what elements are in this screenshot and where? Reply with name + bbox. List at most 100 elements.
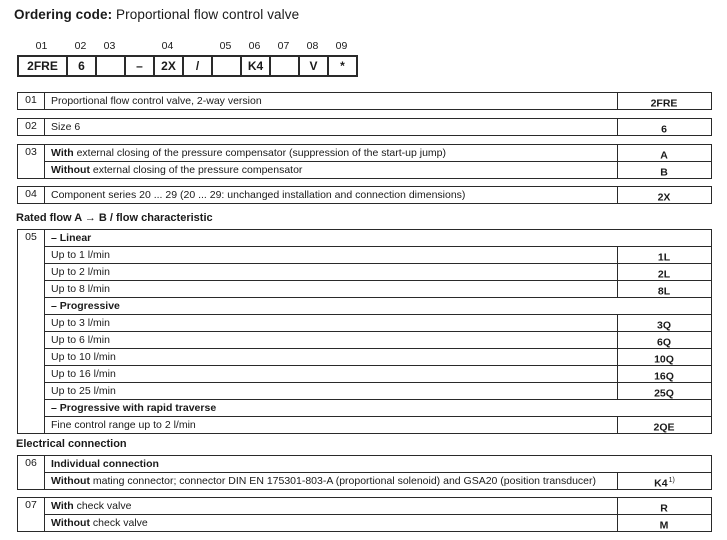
code-cell-03 (95, 57, 124, 75)
option-description-text: Up to 3 l/min (51, 317, 110, 329)
option-description: Up to 6 l/min (45, 332, 617, 348)
order-position-01: 01 Proportional flow control valve, 2-wa… (17, 92, 712, 110)
position-number: 04 (18, 187, 45, 203)
option-code: 6 (617, 119, 711, 136)
option-description: Size 6 (45, 119, 617, 135)
code-cell-2fre: 2FRE (27, 59, 58, 73)
option-group-header: – Progressive with rapid traverse (45, 400, 711, 416)
option-row: Proportional flow control valve, 2-way v… (45, 93, 711, 110)
option-group-header: – Linear (45, 230, 711, 246)
page-title-text: Proportional flow control valve (112, 7, 300, 22)
option-row: With check valve R (45, 498, 711, 515)
option-code: 10Q (617, 349, 711, 366)
option-row: Up to 2 l/min 2L (45, 263, 711, 281)
order-position-05: 05 – Linear Up to 1 l/min 1L Up to 2 l/m… (17, 229, 712, 434)
option-code: 3Q (617, 315, 711, 332)
order-position-02: 02 Size 6 6 (17, 118, 712, 136)
option-code: 8L (617, 281, 711, 298)
option-row: Without external closing of the pressure… (45, 161, 711, 179)
option-group-header: Individual connection (45, 456, 711, 472)
option-row: Component series 20 ... 29 (20 ... 29: u… (45, 187, 711, 204)
option-code: R (617, 498, 711, 515)
code-cell-6: 6 (66, 57, 95, 75)
option-description-bold: With (51, 500, 74, 512)
option-description-text: check valve (89, 517, 148, 529)
option-description-text: Fine control range up to 2 l/min (51, 419, 196, 431)
option-row: Up to 10 l/min 10Q (45, 348, 711, 366)
option-description: Up to 16 l/min (45, 366, 617, 382)
option-row: Without check valve M (45, 514, 711, 532)
option-row: Up to 16 l/min 16Q (45, 365, 711, 383)
footnote-marker: 1) (668, 477, 675, 484)
option-description-bold: Without (51, 164, 90, 176)
option-description-text: Component series 20 ... 29 (20 ... 29: u… (51, 189, 466, 201)
option-group-header-row: Individual connection (45, 456, 711, 472)
option-row: With external closing of the pressure co… (45, 145, 711, 162)
option-code: 1L (617, 247, 711, 264)
order-position-03: 03 With external closing of the pressure… (17, 144, 712, 179)
position-number: 06 (18, 456, 45, 489)
option-description-text: Proportional flow control valve, 2-way v… (51, 95, 262, 107)
option-description-bold: Without (51, 475, 90, 487)
order-position-06: 06 Individual connection Without mating … (17, 455, 712, 490)
code-cell-slash: / (182, 57, 211, 75)
option-code: 2QE (617, 417, 711, 434)
option-code: 6Q (617, 332, 711, 349)
option-description: Without check valve (45, 515, 617, 531)
option-description: Proportional flow control valve, 2-way v… (45, 93, 617, 109)
option-description: Up to 8 l/min (45, 281, 617, 297)
position-label-01: 01 (35, 40, 48, 52)
option-description-bold: – Progressive (51, 300, 120, 312)
position-number: 07 (18, 498, 45, 531)
option-code: M (617, 515, 711, 532)
section-heading-rated-flow: Rated flow A → B / flow characteristic (16, 212, 213, 224)
section-heading-electrical-connection: Electrical connection (16, 438, 127, 450)
code-strip: 2FRE 6 – 2X / K4 V * (17, 55, 358, 77)
option-description-text: Up to 1 l/min (51, 249, 110, 261)
code-cell-05 (211, 57, 240, 75)
option-row: Up to 6 l/min 6Q (45, 331, 711, 349)
option-description: With check valve (45, 498, 617, 514)
option-description-text: external closing of the pressure compens… (89, 164, 303, 176)
option-row: Up to 25 l/min 25Q (45, 382, 711, 400)
position-label-08: 08 (306, 40, 319, 52)
option-row: Size 6 6 (45, 119, 711, 136)
position-number: 01 (18, 93, 45, 109)
order-position-04: 04 Component series 20 ... 29 (20 ... 29… (17, 186, 712, 204)
code-cell-07 (269, 57, 298, 75)
option-description-text: external closing of the pressure compens… (73, 147, 447, 159)
option-description-bold: Individual connection (51, 458, 159, 470)
option-description: With external closing of the pressure co… (45, 145, 617, 161)
position-number: 03 (18, 145, 45, 178)
option-description-text: Up to 2 l/min (51, 266, 110, 278)
code-cell-dash: – (124, 57, 153, 75)
order-position-07: 07 With check valve R Without check valv… (17, 497, 712, 532)
option-row: Up to 3 l/min 3Q (45, 314, 711, 332)
option-description: Up to 1 l/min (45, 247, 617, 263)
option-row: Up to 1 l/min 1L (45, 246, 711, 264)
option-description-text: mating connector; connector DIN EN 17530… (89, 475, 597, 487)
position-label-03: 03 (103, 40, 116, 52)
position-number: 02 (18, 119, 45, 135)
page-title-label: Ordering code: (14, 7, 113, 22)
position-label-06: 06 (248, 40, 261, 52)
code-cell-star: * (327, 57, 356, 75)
option-description: Component series 20 ... 29 (20 ... 29: u… (45, 187, 617, 203)
option-group-header-row: – Progressive with rapid traverse (45, 399, 711, 416)
option-description-text: Up to 16 l/min (51, 368, 116, 380)
option-description-bold: – Progressive with rapid traverse (51, 402, 217, 414)
position-label-04: 04 (161, 40, 174, 52)
option-description: Fine control range up to 2 l/min (45, 417, 617, 433)
option-row: Without mating connector; connector DIN … (45, 472, 711, 490)
position-label-02: 02 (74, 40, 87, 52)
option-code: K41) (617, 473, 711, 490)
option-code: 25Q (617, 383, 711, 400)
option-code: B (617, 162, 711, 179)
code-cell-k4: K4 (240, 57, 269, 75)
option-code: 2L (617, 264, 711, 281)
option-description: Without mating connector; connector DIN … (45, 473, 617, 489)
option-description-text: Up to 6 l/min (51, 334, 110, 346)
option-description-bold: – Linear (51, 232, 92, 244)
option-description-text: Size 6 (51, 121, 81, 133)
